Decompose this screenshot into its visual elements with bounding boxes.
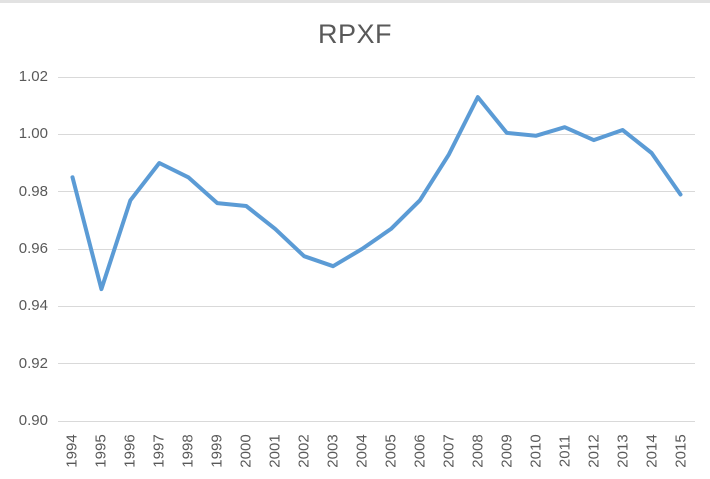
y-axis-tick-label: 0.94 <box>18 297 48 315</box>
gridline <box>58 248 695 250</box>
x-axis-tick-label: 2002 <box>295 434 313 468</box>
x-axis-tick-label: 2001 <box>266 434 284 468</box>
x-axis-tick-label: 2004 <box>353 434 371 468</box>
x-axis-tick-label: 2000 <box>237 434 255 468</box>
gridline <box>58 363 695 365</box>
x-axis-tick-label: 2009 <box>498 434 516 468</box>
x-axis-tick-label: 1999 <box>208 434 226 468</box>
gridline <box>58 420 695 422</box>
series-line <box>70 95 683 292</box>
y-axis-tick-label: 0.92 <box>18 354 48 372</box>
gridline <box>58 305 695 307</box>
x-axis-tick-label: 2006 <box>411 434 429 468</box>
y-axis-tick-label: 0.96 <box>18 240 48 257</box>
x-axis-tick-label: 2008 <box>469 434 487 468</box>
x-axis-tick-label: 2010 <box>527 434 545 468</box>
x-axis-tick-label: 2003 <box>324 434 342 468</box>
x-axis-tick-label: 1997 <box>150 434 168 468</box>
x-axis-tick-label: 1995 <box>92 434 110 468</box>
x-axis-tick-label: 2011 <box>556 434 574 468</box>
gridline <box>58 191 695 193</box>
gridline <box>58 76 695 78</box>
y-axis-tick-label: 1.02 <box>18 68 48 85</box>
x-axis-tick-label: 2012 <box>585 434 603 468</box>
y-axis-tick-label: 0.90 <box>18 412 48 429</box>
chart-title: RPXF <box>317 19 392 49</box>
x-axis-tick-label: 2005 <box>382 434 400 468</box>
x-axis-tick-label: 2013 <box>614 434 632 468</box>
y-axis-tick-label: 0.98 <box>18 182 48 200</box>
gridline <box>58 133 695 135</box>
x-axis-tick-label: 1996 <box>121 434 139 468</box>
x-axis-tick-label: 2015 <box>672 434 690 468</box>
x-axis-tick-label: 2007 <box>440 434 458 468</box>
x-axis-tick-label: 1994 <box>63 434 81 468</box>
x-axis-tick-label: 2014 <box>643 434 661 468</box>
x-axis-tick-label: 1998 <box>179 434 197 468</box>
y-axis-tick-label: 1.00 <box>18 125 48 143</box>
plot-area <box>70 95 683 292</box>
